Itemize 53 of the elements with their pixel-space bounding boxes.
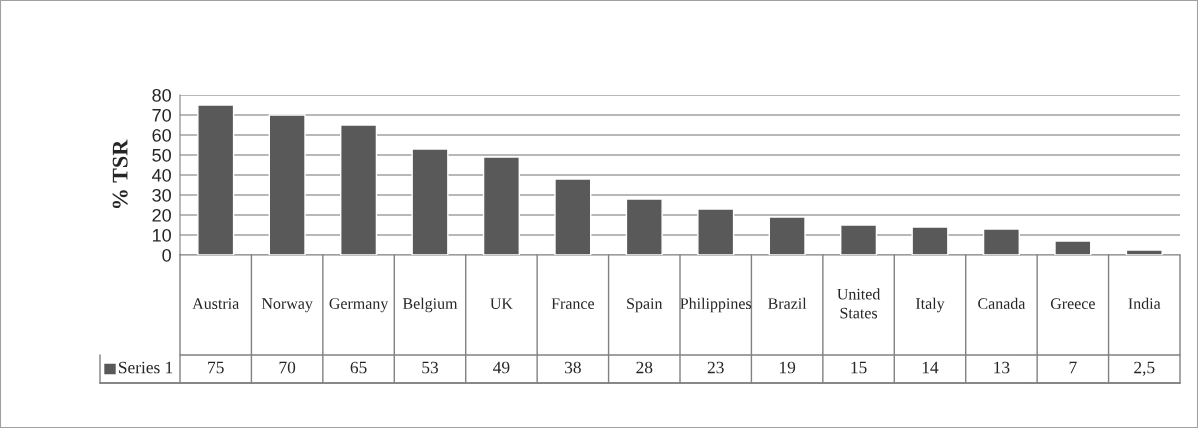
y-tick-label: 20 (152, 208, 171, 222)
bar (197, 104, 235, 255)
bar (482, 156, 520, 255)
data-label: 23 (707, 361, 724, 374)
bar (911, 226, 949, 255)
bar (268, 114, 306, 255)
x-tick-label: Philippines (680, 297, 752, 313)
data-label: 75 (208, 361, 224, 374)
bar (1054, 240, 1092, 255)
x-tick-label: UK (490, 298, 513, 309)
y-tick-label: 10 (152, 228, 171, 242)
bar (554, 178, 592, 255)
data-label: 14 (922, 361, 939, 374)
x-tick-label: Brazil (768, 297, 807, 309)
data-label: 53 (422, 361, 438, 374)
data-label: 38 (565, 361, 581, 374)
x-tick-label: Spain (627, 298, 663, 313)
data-label: 2,5 (1134, 361, 1155, 376)
x-tick-label: Italy (915, 297, 945, 313)
x-tick-label: India (1128, 297, 1161, 309)
y-tick-label: 0 (162, 248, 171, 262)
x-tick-label: Austria (192, 298, 240, 309)
y-tick-label: 30 (152, 188, 171, 202)
y-tick-label: 50 (152, 148, 171, 162)
bar (768, 216, 806, 255)
y-tick-label: 60 (152, 128, 171, 142)
data-label: 49 (493, 361, 510, 374)
y-tick-label: 70 (152, 108, 171, 122)
data-label: 7 (1069, 361, 1077, 374)
bar (411, 148, 449, 255)
data-label: 28 (636, 361, 653, 374)
bar (840, 224, 878, 255)
x-tick-label: Belgium (402, 297, 458, 313)
data-label: 15 (851, 361, 867, 374)
x-tick-label: Germany (329, 298, 389, 313)
x-tick-label: United States (837, 288, 881, 319)
data-label: 19 (779, 361, 796, 374)
x-tick-label: Canada (978, 297, 1026, 309)
bar (340, 124, 378, 255)
data-label: 70 (279, 361, 296, 374)
bar (982, 228, 1020, 255)
legend-label: Series 1 (119, 361, 173, 374)
x-tick-label: Norway (261, 298, 313, 313)
bar (625, 198, 663, 255)
bar (1125, 249, 1163, 255)
y-tick-label: 80 (152, 88, 171, 102)
y-tick-label: 40 (152, 168, 171, 182)
data-label: 13 (994, 361, 1010, 374)
x-tick-label: France (551, 298, 595, 309)
data-label: 65 (350, 361, 367, 374)
x-tick-label: Greece (1050, 298, 1095, 309)
y-axis-title: % TSR (112, 139, 128, 209)
bar (697, 208, 735, 255)
